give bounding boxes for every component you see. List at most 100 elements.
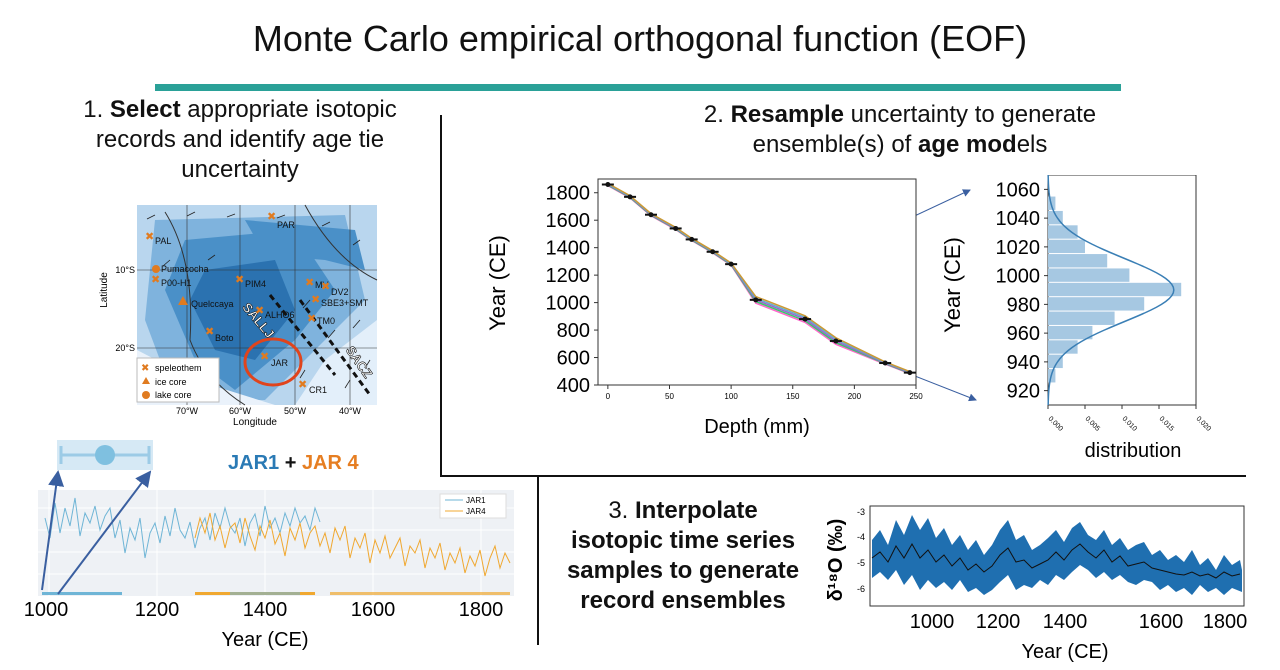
interp-ylabel: δ¹⁸O (‰) — [825, 519, 847, 602]
age-model-svg: 1800 1600 1400 1200 1000 800 600 400 0 50 100 150 2… — [485, 178, 923, 438]
map-lon-tick-50w: 50°W — [284, 406, 307, 416]
distribution-y-tick: 980 — [1007, 294, 1040, 316]
jar-x-tick-1600: 1600 — [351, 599, 396, 621]
age-uncertainty-inset — [57, 440, 153, 470]
jar-x-tick-1200: 1200 — [135, 599, 180, 621]
age-tie-point — [833, 338, 839, 344]
step1-rest: appropriate isotopic — [180, 96, 397, 123]
map-legend-lake-core: lake core — [155, 390, 192, 400]
svg-text:✖: ✖ — [267, 211, 276, 223]
jar-plus: + — [279, 452, 302, 474]
site-pim4: PIM4 — [245, 279, 266, 289]
age-model-x-tick: 250 — [909, 392, 923, 401]
age-model-x-tick: 200 — [848, 392, 862, 401]
site-mv: MV — [315, 280, 329, 290]
step2-bold: Resample — [730, 101, 844, 128]
step3-line4: record ensembles — [580, 587, 786, 614]
distribution-bar — [1048, 225, 1078, 239]
jar-x-tick-1000: 1000 — [24, 599, 69, 621]
svg-text:✖: ✖ — [255, 305, 264, 317]
step2-number: 2. — [703, 101, 724, 128]
step3-heading: 3. Interpolate isotopic time series samp… — [548, 496, 818, 616]
step2-rest: uncertainty to generate — [843, 101, 1097, 128]
jar-legend-jar4: JAR4 — [466, 507, 486, 516]
svg-text:✖: ✖ — [305, 277, 314, 289]
age-model-y-tick: 1000 — [546, 293, 591, 315]
distribution-bar — [1048, 325, 1093, 340]
distribution-bar — [1048, 254, 1108, 268]
interp-x-tick-1000: 1000 — [910, 611, 955, 633]
distribution-ylabel: Year (CE) — [940, 237, 965, 333]
age-tie-point — [728, 261, 734, 267]
interp-y-tick-neg6: -6 — [857, 584, 865, 594]
age-model-chart: 1800 1600 1400 1200 1000 800 600 400 0 50 100 150 2… — [480, 175, 930, 445]
svg-text:✖: ✖ — [260, 351, 269, 363]
site-quelccaya: Quelccaya — [191, 299, 234, 309]
age-tie-point — [802, 316, 808, 322]
svg-text:✖: ✖ — [307, 313, 316, 325]
age-tie-point — [907, 370, 913, 376]
step3-line2: isotopic time series — [570, 527, 796, 554]
svg-text:✖: ✖ — [298, 379, 307, 391]
distribution-y-tick: 1000 — [996, 266, 1041, 288]
distribution-xlabel: distribution — [1085, 440, 1182, 462]
svg-text:✖: ✖ — [321, 281, 330, 293]
step3-number: 3. — [608, 497, 629, 524]
age-tie-point — [627, 194, 633, 200]
age-model-x-tick: 150 — [786, 392, 800, 401]
age-model-x-tick: 0 — [606, 392, 611, 401]
step1-number: 1. — [83, 96, 104, 123]
interp-xlabel: Year (CE) — [1021, 641, 1108, 663]
interp-y-tick-neg5: -5 — [857, 558, 865, 568]
title-underline — [155, 84, 1121, 91]
svg-text:✖: ✖ — [145, 231, 154, 243]
distribution-chart: 1060 1040 1020 1000 980 960 940 920 0.000 0.005 0… — [940, 174, 1230, 465]
jar-xlabel: Year (CE) — [221, 629, 308, 651]
map-legend-ice-core: ice core — [155, 377, 187, 387]
step3-bold: Interpolate — [635, 497, 758, 524]
age-model-x-tick: 50 — [665, 392, 674, 401]
jar-legend — [439, 493, 507, 519]
age-tie-point — [710, 249, 716, 255]
site-tm0: TM0 — [317, 316, 335, 326]
site-alho6: ALHO6 — [265, 310, 295, 320]
map-legend — [136, 357, 220, 403]
site-p00-h1: P00-H1 — [161, 278, 192, 288]
age-model-y-tick: 600 — [557, 348, 590, 370]
step2-line2a: ensemble(s) of — [752, 131, 919, 158]
jar1-label: JAR1 — [228, 452, 280, 474]
distribution-bar — [1048, 311, 1115, 325]
age-model-ylabel: Year (CE) — [485, 235, 510, 331]
distribution-bar — [1048, 297, 1145, 311]
distribution-bar — [1048, 354, 1063, 369]
map-lon-tick-60w: 60°W — [229, 406, 252, 416]
age-model-xlabel: Depth (mm) — [704, 416, 810, 438]
map-lat-tick-10s: 10°S — [115, 265, 135, 275]
distribution-svg: 1060 1040 1020 1000 980 960 940 920 0.000 0.005 0… — [940, 174, 1212, 462]
step1-bold: Select — [109, 96, 181, 123]
interpolated-ensemble-chart: -3 -4 -5 -6 δ¹⁸O (‰) 1000 1200 1400 1600… — [820, 500, 1260, 665]
svg-text:✖: ✖ — [311, 294, 320, 306]
map-legend-speleothem: speleothem — [155, 363, 202, 373]
interp-y-tick-neg3: -3 — [857, 507, 865, 517]
distribution-y-tick: 940 — [1007, 352, 1040, 374]
distribution-bar — [1048, 268, 1130, 282]
distribution-y-tick: 1060 — [996, 179, 1041, 201]
distribution-y-tick: 960 — [1007, 323, 1040, 345]
age-tie-point — [673, 225, 679, 231]
divider-vertical-top — [440, 115, 442, 477]
interp-x-tick-1400: 1400 — [1043, 611, 1088, 633]
map-lon-tick-70w: 70°W — [176, 406, 199, 416]
step2-line2b: els — [1016, 131, 1048, 158]
svg-text:✖: ✖ — [235, 274, 244, 286]
distribution-x-tick: 0.005 — [1084, 415, 1101, 432]
distribution-x-tick: 0.020 — [1195, 415, 1212, 432]
jar-title: JAR1 + JAR 4 — [228, 452, 359, 475]
step2-heading: 2. Resample uncertainty to generate ense… — [620, 100, 1180, 160]
svg-text:✖: ✖ — [205, 326, 214, 338]
age-model-x-tick: 100 — [724, 392, 738, 401]
age-tie-point — [648, 212, 654, 218]
map-lat-tick-20s: 20°S — [115, 343, 135, 353]
age-tie-point — [882, 360, 888, 366]
distribution-bar — [1048, 239, 1085, 254]
